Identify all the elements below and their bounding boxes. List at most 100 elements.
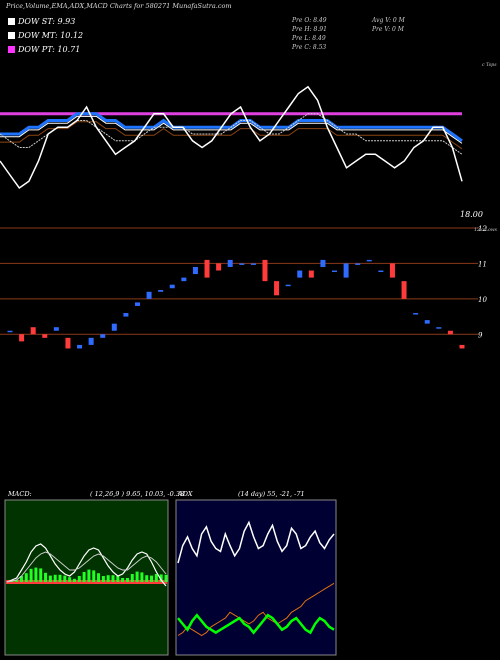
macd-hist-bar-24 (121, 578, 125, 582)
candle-16 (192, 266, 198, 275)
macd-hist-bar-14 (72, 578, 76, 582)
macd-hist-bar-16 (82, 572, 86, 582)
macd-hist-bar-8 (44, 572, 48, 582)
pre-high: Pre H: 8.91 (292, 26, 327, 33)
candle-0 (7, 330, 13, 333)
candle-12 (146, 291, 152, 299)
candle-3 (42, 334, 48, 338)
macd-hist-bar-20 (101, 576, 105, 582)
candle-35 (413, 313, 419, 315)
macd-hist-bar-28 (140, 572, 144, 582)
macd-hist-bar-17 (87, 569, 91, 582)
dow-mt-legend: DOW MT: 10.12 (8, 31, 83, 40)
candle-18 (216, 263, 222, 271)
dow-pt-legend: DOW PT: 10.71 (8, 45, 80, 54)
macd-hist-bar-19 (97, 573, 101, 582)
pre-close: Pre C: 8.53 (292, 44, 327, 51)
candle-29 (343, 263, 349, 278)
macd-hist-bar-15 (77, 576, 81, 582)
candle-31 (366, 259, 372, 262)
macd-hist-bar-6 (34, 567, 38, 582)
candle-30 (355, 263, 361, 265)
adx-params: (14 day) 55, -21, -71 (238, 490, 305, 498)
dow-pt-label: DOW PT: 10.71 (18, 45, 81, 54)
candle-10 (123, 313, 129, 317)
macd-panel-bg (4, 499, 169, 656)
candle-17 (204, 259, 210, 278)
candle-4 (53, 327, 59, 331)
macd-hist-bar-33 (164, 574, 168, 582)
candle-15 (181, 277, 187, 282)
adx-line (177, 520, 335, 564)
adx-label: ADX (177, 490, 193, 498)
candle-6 (77, 344, 83, 349)
macd-hist-bar-29 (145, 575, 149, 582)
chart-title: Price,Volume,EMA,ADX,MACD Charts for 580… (6, 2, 232, 10)
candle-33 (389, 263, 395, 278)
candle-9 (111, 323, 117, 331)
plus-di-line (177, 613, 335, 635)
macd-hist-bar-5 (29, 568, 33, 582)
dow-st-swatch (8, 18, 15, 25)
price-tick-1: 11 (478, 260, 487, 268)
macd-hist-bar-13 (68, 577, 72, 582)
candle-34 (401, 281, 407, 299)
candle-27 (320, 259, 326, 267)
macd-hist-bar-3 (19, 576, 23, 582)
dow-st-label: DOW ST: 9.93 (18, 17, 76, 26)
macd-hist-bar-27 (135, 571, 139, 582)
price-tick-0: 12 (478, 225, 487, 233)
candle-38 (447, 330, 453, 335)
candle-13 (158, 290, 164, 292)
candle-32 (378, 270, 384, 273)
pre-volume: Pre V: 0 M (372, 26, 404, 33)
candle-24 (285, 284, 291, 287)
macd-hist-bar-32 (159, 574, 163, 582)
candle-19 (227, 259, 233, 267)
candle-2 (30, 327, 36, 335)
pre-low: Pre L: 8.49 (292, 35, 326, 42)
macd-label: MACD: (7, 490, 32, 498)
candle-36 (424, 320, 430, 324)
ema-white-line (0, 115, 463, 144)
price-tick-2: 10 (478, 296, 487, 304)
candle-37 (436, 327, 442, 329)
dow-mt-swatch (8, 32, 15, 39)
macd-hist-bar-23 (116, 576, 120, 582)
dow-mt-label: DOW MT: 10.12 (18, 31, 84, 40)
candle-23 (274, 281, 280, 296)
macd-hist-bar-12 (63, 575, 67, 582)
candle-22 (262, 259, 268, 282)
macd-params: ( 12,26,9 ) 9.65, 10.03, -0.38 (90, 490, 184, 498)
avg-volume: Avg V: 0 M (372, 17, 405, 24)
macd-hist-bar-2 (15, 580, 19, 582)
dow-st-legend: DOW ST: 9.93 (8, 17, 75, 26)
candle-11 (134, 302, 140, 306)
dow-pt-swatch (8, 46, 15, 53)
candle-28 (332, 270, 338, 273)
macd-hist-bar-30 (150, 575, 154, 582)
candle-20 (239, 263, 245, 265)
tops-label: c Tops (482, 62, 497, 68)
candle-8 (100, 334, 106, 338)
macd-zero-band (6, 580, 167, 584)
macd-hist-bar-10 (53, 574, 57, 582)
macd-hist-bar-31 (154, 574, 158, 582)
macd-hist-bar-7 (39, 568, 43, 582)
ema-brown-line (0, 121, 463, 150)
macd-hist-bar-25 (125, 578, 129, 582)
macd-hist-bar-11 (58, 574, 62, 582)
macd-line (6, 543, 167, 587)
candle-25 (297, 270, 303, 278)
macd-hist-bar-22 (111, 575, 115, 582)
candle-39 (459, 344, 465, 349)
ema-short-line (0, 113, 463, 155)
price-axis-label: 18.00 (460, 210, 483, 219)
pre-open: Pre O: 8.49 (292, 17, 327, 24)
macd-hist-bar-21 (106, 575, 110, 582)
candle-1 (19, 334, 25, 342)
macd-signal-line (6, 551, 167, 583)
lows-label: 12 c Lows (474, 227, 498, 233)
price-line (0, 85, 463, 190)
candle-21 (250, 263, 256, 265)
